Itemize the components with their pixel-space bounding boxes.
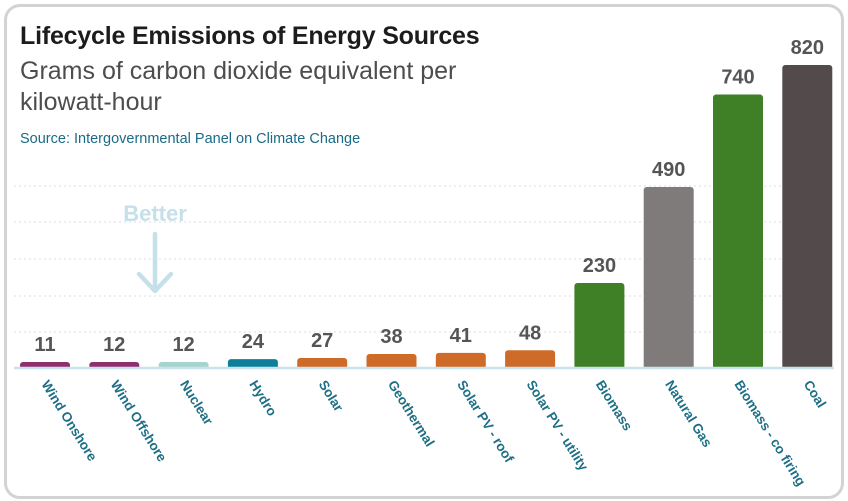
chart-title: Lifecycle Emissions of Energy Sources: [20, 22, 480, 50]
bar-biomass: [574, 283, 625, 369]
bar-coal: [782, 65, 833, 369]
data-label-geothermal: 38: [380, 326, 402, 348]
bar-solar-pv-utility: [505, 350, 556, 369]
bar-solar-pv-roof: [435, 352, 486, 369]
category-label-wind-offshore: Wind Offshore: [108, 378, 170, 465]
data-label-solar-pv-roof: 41: [450, 325, 472, 347]
category-label-solar-pv-roof: Solar PV - roof: [454, 378, 517, 466]
gridlines: [14, 185, 834, 333]
category-label-geothermal: Geothermal: [385, 378, 437, 450]
chart-frame: [4, 4, 844, 499]
bar-hydro: [227, 359, 278, 369]
category-label-solar: Solar: [316, 378, 347, 415]
data-label-hydro: 24: [242, 331, 265, 353]
data-label-biomass: 230: [583, 255, 616, 277]
chart-subtitle: Grams of carbon dioxide equivalent per k…: [20, 57, 457, 116]
bar-solar: [297, 358, 348, 369]
data-label-coal: 820: [791, 37, 824, 59]
category-label-solar-pv-utility: Solar PV - utility: [524, 378, 592, 474]
data-labels: 11 12 12 24 27 38 41 48 230 490 740 820: [34, 37, 824, 356]
bars: [20, 65, 833, 369]
data-label-solar: 27: [311, 330, 333, 352]
bar-natural-gas: [643, 186, 694, 369]
data-label-natural-gas: 490: [652, 159, 685, 181]
category-label-biomass: Biomass: [593, 378, 636, 434]
category-label-biomass-co-firing: Biomass - co firing: [731, 378, 808, 489]
data-label-wind-onshore: 11: [34, 334, 55, 356]
category-label-natural-gas: Natural Gas: [662, 378, 715, 450]
data-label-nuclear: 12: [172, 334, 194, 356]
category-label-hydro: Hydro: [246, 378, 279, 419]
source-note: Source: Intergovernmental Panel on Clima…: [20, 131, 361, 147]
category-labels: Wind Onshore Wind Offshore Nuclear Hydro Sol…: [38, 378, 829, 489]
bar-geothermal: [366, 353, 417, 369]
bar-biomass-co-firing: [713, 94, 763, 369]
data-label-solar-pv-utility: 48: [519, 322, 541, 344]
data-label-wind-offshore: 12: [103, 334, 125, 356]
down-arrow-icon: [136, 231, 174, 294]
category-label-coal: Coal: [801, 378, 829, 411]
category-label-wind-onshore: Wind Onshore: [38, 378, 100, 464]
better-label: Better: [123, 201, 187, 226]
category-label-nuclear: Nuclear: [177, 378, 216, 429]
data-label-biomass-co-firing: 740: [721, 67, 754, 89]
better-annotation: Better: [123, 201, 187, 294]
